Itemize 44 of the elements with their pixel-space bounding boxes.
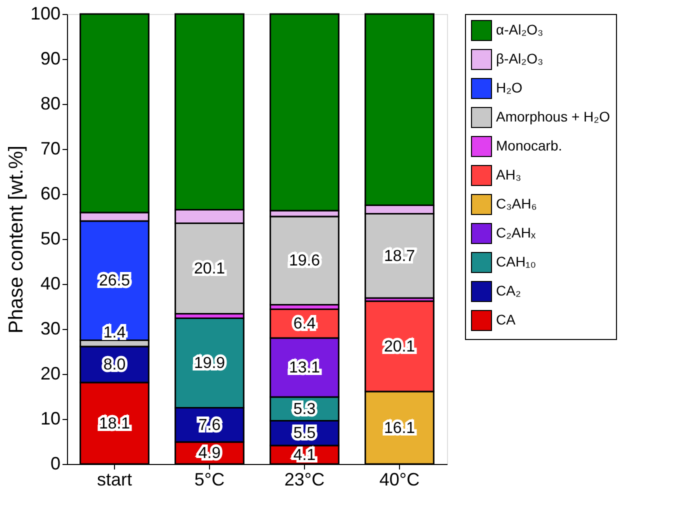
- legend-label: CA₂: [496, 282, 521, 298]
- x-tick-label: 40°C: [379, 470, 420, 490]
- x-tick-label: 23°C: [284, 470, 325, 490]
- data-label: 20.1: [194, 260, 226, 278]
- x-tick-label: start: [96, 470, 132, 490]
- legend-label: α-Al₂O₃: [496, 22, 544, 38]
- y-tick-label: 40: [40, 274, 60, 294]
- y-tick-label: 60: [40, 184, 60, 204]
- data-label: 4.9: [198, 444, 221, 462]
- y-tick-label: 50: [40, 228, 60, 248]
- y-tick-label: 80: [40, 94, 60, 114]
- data-label: 4.1: [293, 446, 316, 464]
- data-label: 19.9: [194, 354, 226, 372]
- data-label: 20.1: [384, 338, 416, 356]
- legend-label: C₃AH₆: [496, 196, 537, 212]
- y-axis-title: Phase content [wt.%]: [5, 146, 28, 334]
- data-label: 18.7: [384, 248, 416, 265]
- legend-label: AH₃: [496, 166, 522, 182]
- legend-label: β-Al₂O₃: [496, 50, 544, 66]
- data-label: 6.4: [293, 316, 316, 333]
- legend-label: CAH₁₀: [496, 254, 536, 270]
- y-tick-label: 70: [40, 138, 60, 158]
- legend-label: Monocarb.: [496, 138, 562, 154]
- data-label: 19.6: [288, 252, 320, 270]
- y-tick-label: 90: [40, 48, 60, 68]
- legend-label: C₂AHₓ: [496, 224, 536, 240]
- data-label: 8.0: [103, 356, 126, 374]
- data-label: 5.5: [293, 425, 316, 442]
- y-tick-label: 20: [40, 364, 60, 384]
- data-label: 16.1: [384, 420, 416, 437]
- x-tick-label: 5°C: [194, 470, 225, 490]
- y-tick-label: 0: [50, 454, 60, 474]
- data-label: 26.5: [98, 272, 130, 290]
- data-label: 1.4: [103, 324, 126, 342]
- legend-label: H₂O: [496, 80, 523, 96]
- data-label: 5.3: [293, 400, 316, 418]
- data-label: 13.1: [288, 359, 320, 376]
- y-tick-label: 30: [40, 318, 60, 338]
- data-label: 18.1: [98, 415, 130, 432]
- data-label: 7.6: [198, 416, 221, 434]
- legend-label: Amorphous + H₂O: [496, 108, 610, 124]
- legend-label: CA: [496, 312, 516, 328]
- y-tick-label: 10: [40, 408, 60, 428]
- y-tick-label: 100: [30, 4, 60, 24]
